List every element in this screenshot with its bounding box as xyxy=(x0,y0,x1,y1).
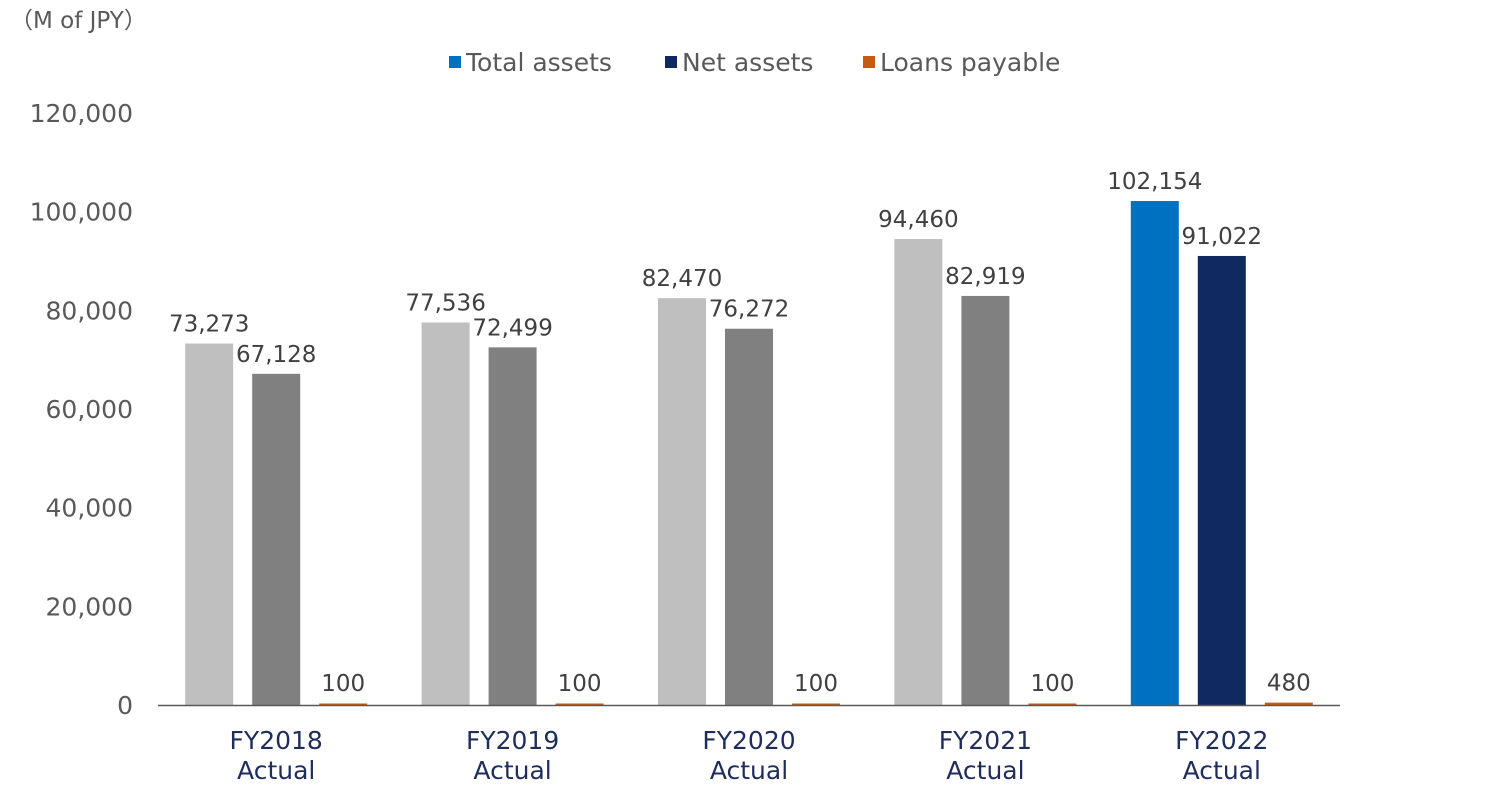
x-tick-label: FY2018 xyxy=(230,726,323,755)
x-tick-label: FY2022 xyxy=(1175,726,1268,755)
data-label: 77,536 xyxy=(405,290,485,316)
data-label: 100 xyxy=(1030,671,1074,697)
bar-total-assets xyxy=(658,298,706,705)
data-label: 94,460 xyxy=(878,207,958,233)
legend-swatch xyxy=(863,56,875,68)
data-label: 102,154 xyxy=(1107,169,1202,195)
data-label: 100 xyxy=(794,671,838,697)
legend-item: Loans payable xyxy=(863,48,1060,77)
x-tick-label: Actual xyxy=(473,756,551,785)
unit-label: （M of JPY） xyxy=(10,8,147,34)
bar-loans-payable xyxy=(1028,703,1077,705)
data-label: 91,022 xyxy=(1182,224,1262,250)
bar-net-assets xyxy=(1197,255,1246,705)
x-tick-label: FY2020 xyxy=(702,726,795,755)
x-tick-label: Actual xyxy=(237,756,315,785)
bars xyxy=(185,201,1313,706)
data-label: 73,273 xyxy=(169,312,249,338)
x-tick-label: Actual xyxy=(1183,756,1261,785)
bar-net-assets xyxy=(488,347,537,705)
legend-label: Net assets xyxy=(682,48,813,77)
x-tick-label: Actual xyxy=(710,756,788,785)
x-tick-label: FY2019 xyxy=(466,726,559,755)
bar-net-assets xyxy=(252,373,301,705)
bar-total-assets xyxy=(421,322,470,705)
data-label: 82,919 xyxy=(945,264,1025,290)
y-tick-label: 60,000 xyxy=(46,395,133,424)
bar-total-assets xyxy=(1130,201,1179,705)
y-tick-label: 20,000 xyxy=(46,592,133,621)
data-label: 72,499 xyxy=(472,315,552,341)
bar-total-assets xyxy=(185,343,234,705)
legend-label: Total assets xyxy=(465,48,612,77)
x-axis: FY2018ActualFY2019ActualFY2020ActualFY20… xyxy=(230,726,1269,785)
legend-item: Net assets xyxy=(665,48,813,77)
data-label: 100 xyxy=(558,671,602,697)
y-tick-label: 0 xyxy=(117,691,133,720)
legend: Total assets Net assets Loans payable xyxy=(449,48,1060,77)
bar-loans-payable xyxy=(319,703,368,705)
bar-net-assets xyxy=(961,295,1010,705)
legend-swatch xyxy=(449,56,461,68)
data-label: 100 xyxy=(321,671,365,697)
data-label: 67,128 xyxy=(236,342,316,368)
legend-swatch xyxy=(665,56,677,68)
data-labels: 73,273 77,536 82,470 94,460 102,154 67,128 72,… xyxy=(169,169,1311,697)
x-tick-label: Actual xyxy=(946,756,1024,785)
bar-loans-payable xyxy=(555,703,604,705)
legend-item: Total assets xyxy=(449,48,612,77)
bar-total-assets xyxy=(894,238,943,706)
bar-loans-payable xyxy=(1264,702,1313,705)
y-tick-label: 40,000 xyxy=(46,494,133,523)
x-tick-label: FY2021 xyxy=(939,726,1032,755)
y-tick-label: 120,000 xyxy=(30,99,133,128)
bar-loans-payable xyxy=(792,703,840,705)
y-axis: 0 20,000 40,000 60,000 80,000 100,000 120,000 xyxy=(30,99,133,720)
data-label: 480 xyxy=(1267,671,1311,697)
y-tick-label: 100,000 xyxy=(30,198,133,227)
data-label: 82,470 xyxy=(642,266,722,292)
y-tick-label: 80,000 xyxy=(46,296,133,325)
bar-net-assets xyxy=(725,328,773,705)
legend-label: Loans payable xyxy=(880,48,1060,77)
data-label: 76,272 xyxy=(709,297,789,323)
